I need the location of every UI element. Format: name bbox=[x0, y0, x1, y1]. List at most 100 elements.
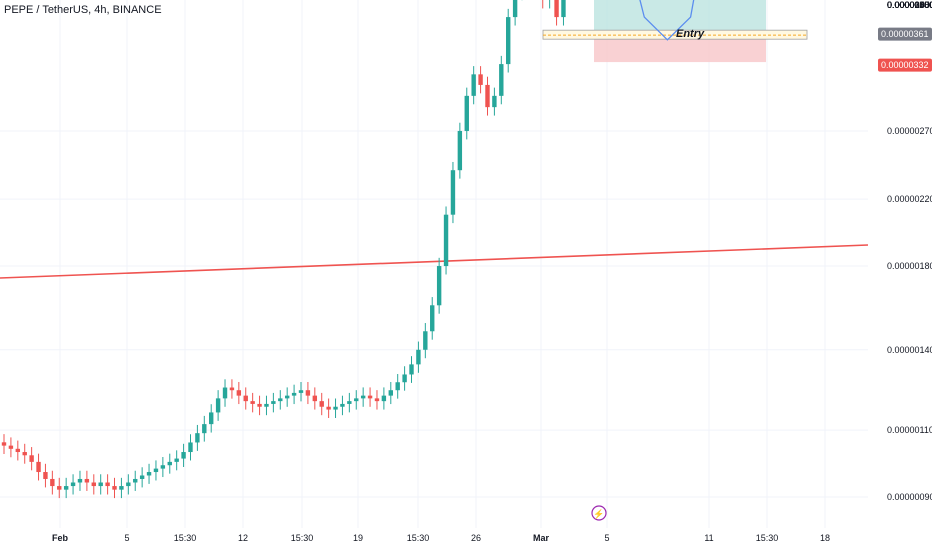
entry-price-label: 0.00000361 bbox=[881, 29, 929, 39]
candle-body bbox=[367, 395, 373, 399]
candle-body bbox=[209, 412, 214, 425]
time-tick-label: 15:30 bbox=[407, 533, 430, 543]
candle-body bbox=[326, 406, 331, 410]
chart-title: PEPE / TetherUS, 4h, BINANCE bbox=[4, 4, 162, 16]
candle-body bbox=[478, 74, 483, 85]
target-zone bbox=[594, 0, 766, 35]
candle-body bbox=[402, 374, 407, 383]
price-tick-label: 0.00000450 bbox=[887, 0, 932, 10]
candle-body bbox=[354, 398, 359, 402]
time-tick-label: Feb bbox=[52, 533, 69, 543]
price-tick-label: 0.00003800 bbox=[887, 0, 932, 10]
candle-body bbox=[485, 84, 490, 108]
candle-body bbox=[105, 482, 110, 487]
candle-body bbox=[126, 482, 131, 487]
candle-body bbox=[167, 461, 172, 466]
candle-body bbox=[139, 475, 145, 479]
time-tick-label: 15:30 bbox=[756, 533, 779, 543]
time-tick-label: 26 bbox=[471, 533, 481, 543]
price-tick-label: 0.00001100 bbox=[887, 0, 932, 10]
candle-body bbox=[181, 452, 186, 459]
time-tick-label: 12 bbox=[238, 533, 248, 543]
candle-body bbox=[409, 364, 414, 375]
candle-body bbox=[243, 395, 248, 402]
candle-body bbox=[305, 390, 311, 396]
candle-body bbox=[112, 486, 117, 490]
time-tick-label: 11 bbox=[704, 533, 713, 543]
candle-body bbox=[271, 401, 276, 404]
candle-body bbox=[430, 305, 435, 332]
candle-body bbox=[436, 266, 442, 306]
candle-body bbox=[423, 331, 428, 350]
time-tick-label: 18 bbox=[820, 533, 830, 543]
candle-body bbox=[333, 406, 338, 410]
candle-body bbox=[119, 486, 124, 490]
candle-body bbox=[340, 403, 345, 407]
candle-body bbox=[471, 74, 476, 96]
candle-body bbox=[360, 395, 366, 399]
candle-body bbox=[347, 401, 352, 404]
candle-body bbox=[416, 349, 421, 365]
candle-body bbox=[174, 458, 179, 462]
time-tick-label: 5 bbox=[124, 533, 129, 543]
candle-body bbox=[15, 448, 21, 453]
candle-body bbox=[70, 482, 76, 487]
candle-body bbox=[312, 395, 318, 402]
price-tick-label: 0.00000090 bbox=[887, 492, 932, 502]
candle-body bbox=[512, 0, 518, 18]
candle-body bbox=[464, 95, 469, 131]
candle-body bbox=[257, 403, 262, 407]
candle-body bbox=[381, 395, 387, 402]
price-tick-label: 0.00000110 bbox=[887, 425, 932, 435]
candle-body bbox=[264, 403, 269, 407]
candle-body bbox=[492, 95, 497, 108]
candle-body bbox=[250, 401, 255, 404]
candle-body bbox=[298, 390, 304, 393]
candle-body bbox=[146, 472, 152, 476]
candle-body bbox=[29, 455, 34, 462]
candle-body bbox=[84, 478, 90, 483]
lightning-icon bbox=[591, 505, 607, 521]
candle-body bbox=[63, 486, 69, 490]
price-axis bbox=[868, 0, 932, 528]
candle-body bbox=[57, 486, 62, 490]
stop-price-label: 0.00000332 bbox=[881, 60, 929, 70]
price-tick-label: 0.00000900 bbox=[887, 0, 932, 10]
price-tick-label: 0.00002400 bbox=[887, 0, 932, 10]
candle-body bbox=[395, 382, 400, 391]
candle-body bbox=[153, 468, 159, 473]
candle-body bbox=[388, 390, 393, 396]
candle-body bbox=[98, 482, 103, 487]
candle-body bbox=[457, 130, 463, 171]
time-tick-label: 19 bbox=[353, 533, 363, 543]
candle-body bbox=[77, 478, 83, 483]
candle-body bbox=[43, 472, 48, 479]
price-tick-label: 0.00000180 bbox=[887, 261, 932, 271]
candle-body bbox=[278, 398, 283, 402]
candle-body bbox=[554, 0, 559, 18]
candle-body bbox=[50, 478, 55, 487]
candle-body bbox=[188, 442, 193, 453]
candle-body bbox=[291, 392, 297, 396]
projection-path bbox=[639, 0, 695, 41]
time-tick-label: 5 bbox=[604, 533, 609, 543]
candle-body bbox=[1, 442, 7, 446]
candle-body bbox=[22, 452, 27, 456]
candle-body bbox=[215, 398, 221, 413]
candle-body bbox=[284, 395, 290, 399]
candle-body bbox=[202, 424, 207, 434]
candle-body bbox=[195, 433, 200, 443]
trendline bbox=[0, 244, 869, 279]
price-tick-label: 0.00000220 bbox=[887, 194, 932, 204]
candle-body bbox=[450, 170, 456, 215]
candle-body bbox=[91, 482, 96, 487]
time-tick-label: Mar bbox=[533, 533, 550, 543]
time-tick-label: 15:30 bbox=[291, 533, 314, 543]
entry-price-label-bg bbox=[878, 27, 932, 41]
candle-body bbox=[236, 390, 242, 396]
candle-body bbox=[160, 465, 166, 469]
candle-body bbox=[499, 64, 504, 96]
candle-body bbox=[133, 478, 138, 483]
price-tick-label: 0.00001800 bbox=[887, 0, 932, 10]
